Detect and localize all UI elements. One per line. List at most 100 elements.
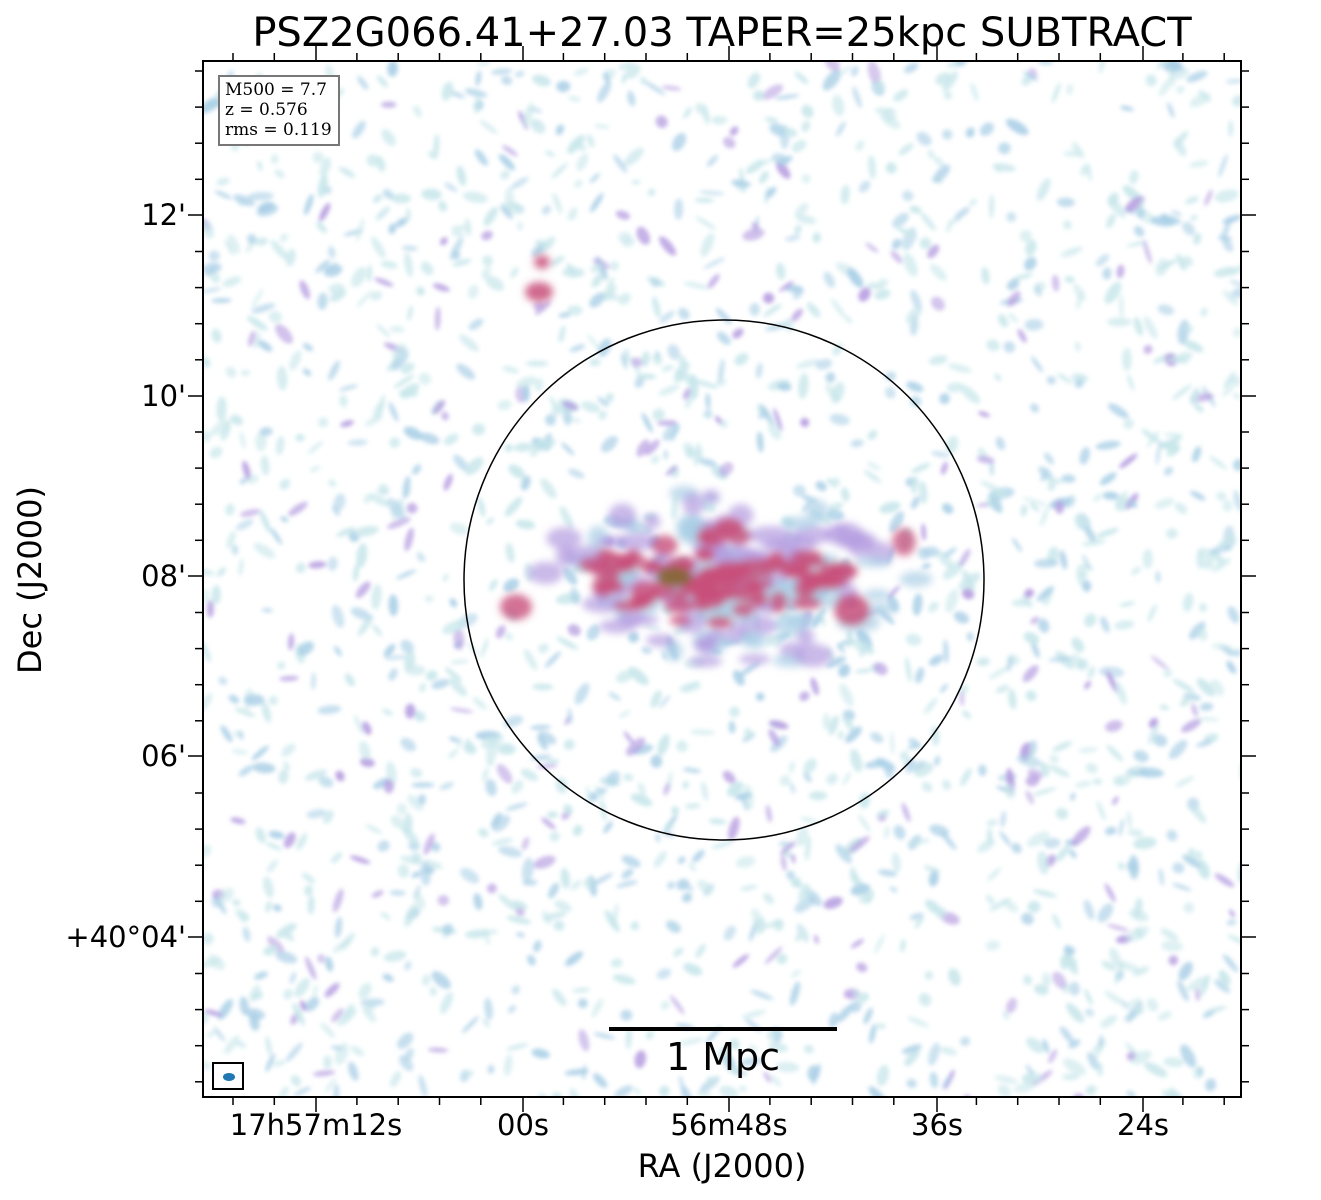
noise-blob (1171, 67, 1190, 80)
noise-blob (1064, 495, 1076, 508)
noise-blob (803, 772, 812, 783)
noise-blob (788, 761, 795, 774)
noise-blob (1178, 961, 1193, 981)
noise-blob (268, 830, 285, 839)
noise-blob (962, 588, 975, 600)
noise-blob (910, 395, 922, 407)
noise-blob (537, 734, 548, 751)
noise-blob (1126, 1090, 1136, 1096)
noise-blob (463, 742, 477, 755)
noise-blob (334, 916, 343, 938)
noise-blob (835, 844, 852, 864)
noise-blob (238, 765, 254, 777)
noise-blob (685, 803, 701, 810)
noise-blob (1187, 976, 1210, 991)
noise-blob (727, 781, 744, 797)
noise-blob (1030, 403, 1039, 413)
noise-blob (960, 768, 972, 787)
noise-blob (402, 476, 411, 499)
noise-blob (796, 215, 817, 225)
noise-blob (697, 879, 713, 895)
noise-blob (819, 608, 825, 627)
noise-blob (804, 836, 811, 861)
noise-blob (367, 264, 373, 283)
noise-blob (320, 1022, 336, 1038)
noise-blob (904, 1048, 920, 1067)
noise-blob (239, 996, 249, 1016)
noise-blob (1177, 980, 1189, 1002)
noise-blob (1035, 284, 1042, 298)
noise-blob (247, 474, 259, 484)
noise-blob (988, 666, 1010, 680)
noise-blob (504, 443, 513, 452)
noise-blob (1168, 955, 1179, 966)
noise-blob (601, 436, 618, 453)
noise-blob (634, 377, 645, 388)
noise-blob (576, 141, 587, 152)
noise-blob (916, 131, 932, 146)
noise-blob (1093, 493, 1102, 502)
noise-blob (242, 926, 251, 942)
noise-blob (525, 360, 549, 367)
noise-blob (942, 560, 964, 580)
emission-blob (582, 595, 625, 613)
noise-blob (574, 682, 590, 705)
cluster-info-box: M500 = 7.7 z = 0.576 rms = 0.119 (218, 75, 340, 146)
noise-blob (1013, 1082, 1036, 1093)
noise-blob (577, 998, 588, 1009)
noise-blob (510, 267, 519, 278)
noise-blob (993, 164, 1002, 173)
noise-blob (735, 855, 756, 868)
noise-blob (332, 937, 352, 953)
emission-blob (738, 581, 767, 592)
noise-blob (592, 1073, 608, 1088)
noise-blob (1031, 641, 1040, 659)
noise-blob (1117, 861, 1125, 871)
noise-blob (806, 302, 821, 318)
noise-blob (357, 76, 369, 90)
emission-blob (695, 547, 716, 563)
noise-blob (1038, 618, 1050, 633)
noise-blob (799, 691, 810, 702)
noise-blob (1205, 1078, 1217, 1092)
noise-blob (1199, 702, 1214, 711)
noise-blob (1225, 79, 1240, 84)
noise-blob (549, 396, 560, 412)
noise-blob (786, 870, 795, 880)
noise-blob (1138, 767, 1164, 778)
noise-blob (276, 365, 288, 391)
noise-blob (1228, 120, 1233, 138)
emission-blob (578, 557, 607, 573)
noise-blob (522, 385, 530, 402)
noise-blob (794, 224, 802, 235)
noise-blob (999, 830, 1012, 847)
noise-blob (1096, 528, 1119, 538)
noise-blob (1008, 312, 1019, 323)
noise-blob (564, 951, 584, 967)
noise-blob (1196, 678, 1215, 697)
noise-blob (332, 888, 344, 913)
noise-blob (976, 455, 995, 464)
noise-blob (382, 708, 393, 716)
noise-blob (561, 442, 575, 456)
noise-blob (556, 80, 571, 93)
noise-blob (255, 827, 266, 844)
noise-blob (330, 852, 343, 864)
noise-blob (1004, 783, 1016, 799)
noise-blob (429, 986, 437, 997)
noise-blob (438, 200, 448, 212)
noise-blob (679, 682, 702, 693)
noise-blob (1133, 750, 1149, 763)
noise-blob (317, 954, 325, 964)
noise-blob (815, 358, 833, 370)
noise-blob (677, 856, 686, 865)
noise-blob (707, 273, 720, 289)
noise-blob (896, 227, 918, 238)
emission-blob (736, 564, 757, 574)
noise-blob (1216, 491, 1227, 501)
noise-blob (994, 373, 1002, 382)
noise-blob (574, 179, 583, 188)
noise-blob (823, 896, 843, 909)
noise-blob (461, 1016, 479, 1034)
noise-blob (244, 694, 265, 706)
